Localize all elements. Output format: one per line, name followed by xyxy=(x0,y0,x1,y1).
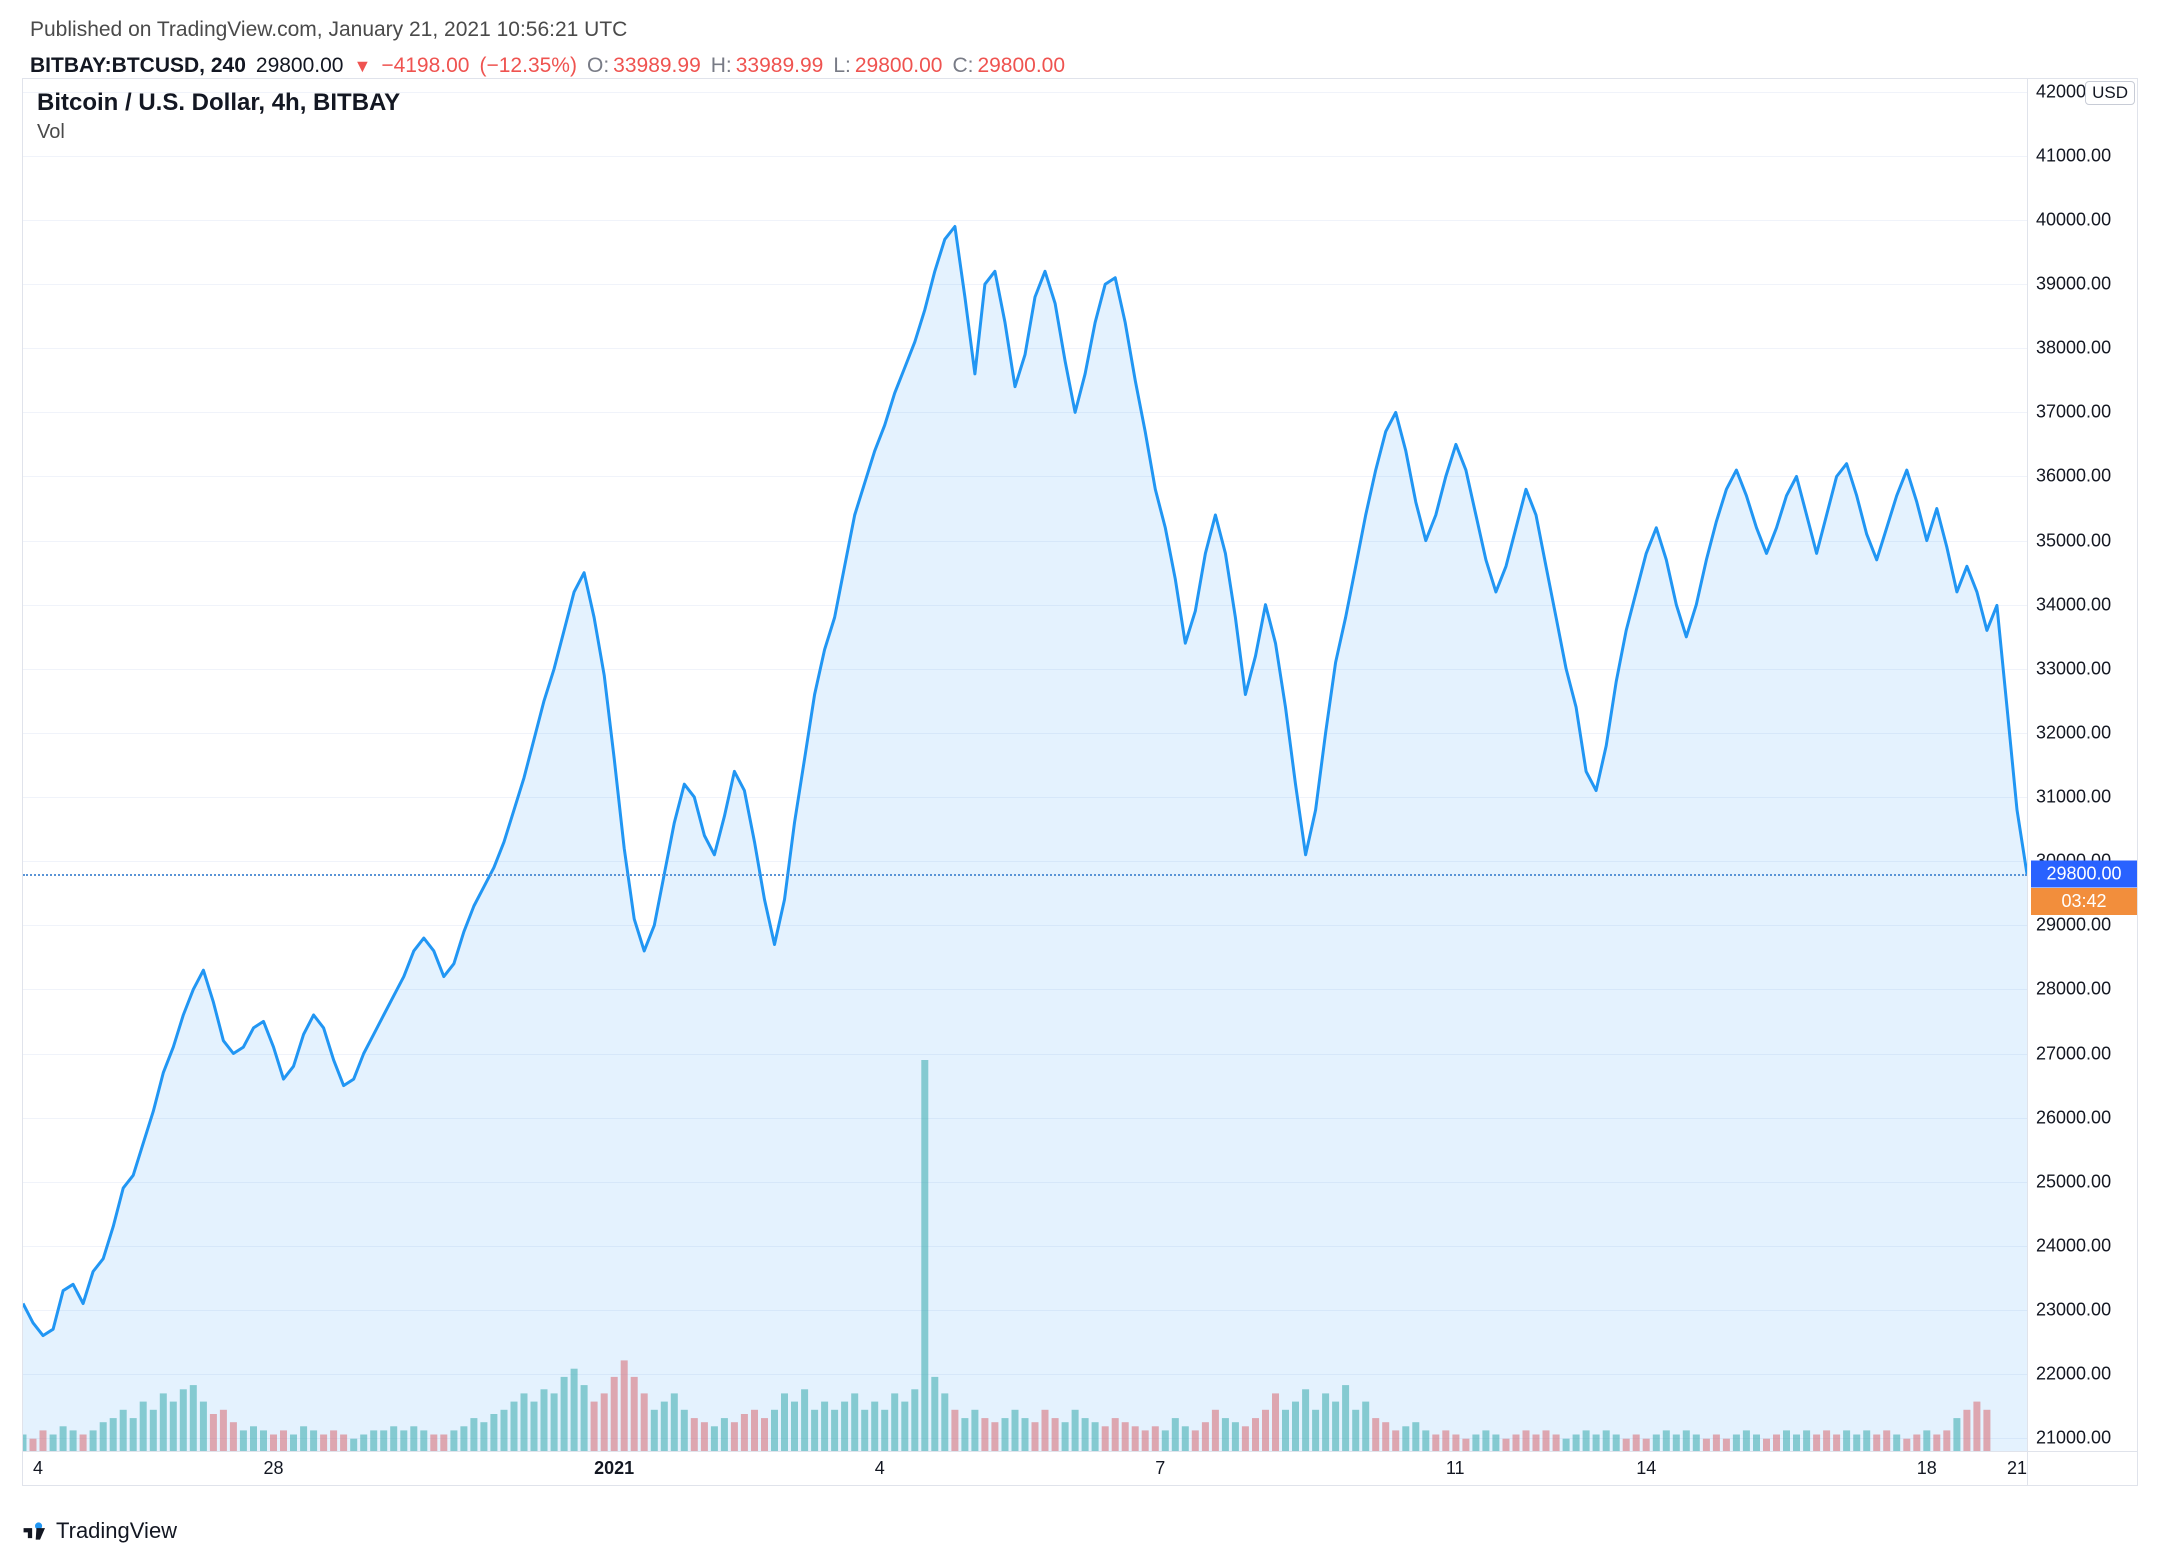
ohlc-c: 29800.00 xyxy=(977,54,1065,78)
chart-container[interactable]: Bitcoin / U.S. Dollar, 4h, BITBAY Vol 29… xyxy=(22,78,2138,1486)
change-value: −4198.00 xyxy=(381,54,469,78)
y-tick-label: 23000.00 xyxy=(2036,1299,2111,1320)
y-tick-label: 22000.00 xyxy=(2036,1364,2111,1385)
x-tick-label: 14 xyxy=(1636,1458,1656,1479)
y-axis[interactable]: USD 21000.00 22000.00 23000.00 24000.00 2500… xyxy=(2027,79,2137,1451)
last-price-line xyxy=(23,874,2027,876)
countdown-tag: 03:42 xyxy=(2031,888,2137,915)
plot-area[interactable]: Bitcoin / U.S. Dollar, 4h, BITBAY Vol 29… xyxy=(23,79,2027,1451)
x-tick-label: 28 xyxy=(263,1458,283,1479)
x-tick-label: 18 xyxy=(1917,1458,1937,1479)
currency-badge: USD xyxy=(2085,81,2135,105)
change-pct: (−12.35%) xyxy=(480,54,577,78)
tradingview-logo-icon xyxy=(22,1518,48,1544)
chart-title: Bitcoin / U.S. Dollar, 4h, BITBAY xyxy=(37,89,400,117)
y-tick-label: 32000.00 xyxy=(2036,722,2111,743)
y-tick-label: 21000.00 xyxy=(2036,1428,2111,1449)
y-tick-label: 34000.00 xyxy=(2036,594,2111,615)
y-tick-label: 29000.00 xyxy=(2036,915,2111,936)
ohlc-h-label: H: xyxy=(711,54,732,78)
footer-brand-text: TradingView xyxy=(56,1518,177,1544)
last-price-tag: 29800.00 xyxy=(2031,860,2137,887)
x-tick-label: 7 xyxy=(1155,1458,1165,1479)
footer-brand[interactable]: TradingView xyxy=(22,1518,177,1544)
volume-label: Vol xyxy=(37,121,65,144)
y-tick-label: 37000.00 xyxy=(2036,402,2111,423)
y-tick-label: 28000.00 xyxy=(2036,979,2111,1000)
x-tick-label: 4 xyxy=(875,1458,885,1479)
x-tick-label: 21 xyxy=(2007,1458,2027,1479)
y-tick-label: 35000.00 xyxy=(2036,530,2111,551)
y-tick-label: 41000.00 xyxy=(2036,145,2111,166)
x-axis[interactable]: 4 28 2021 4 7 11 14 18 21 xyxy=(23,1451,2027,1485)
y-tick-label: 40000.00 xyxy=(2036,210,2111,231)
price-line-chart xyxy=(23,79,2027,1451)
y-tick-label: 26000.00 xyxy=(2036,1107,2111,1128)
ohlc-h: 33989.99 xyxy=(736,54,824,78)
ohlc-o: 33989.99 xyxy=(613,54,701,78)
x-tick-label: 2021 xyxy=(594,1458,634,1479)
ticker-symbol: BITBAY:BTCUSD, 240 xyxy=(30,54,246,78)
down-arrow-icon: ▼ xyxy=(353,56,371,77)
y-tick-label: 27000.00 xyxy=(2036,1043,2111,1064)
x-tick-label: 11 xyxy=(1446,1458,1465,1479)
x-tick-label: 4 xyxy=(33,1458,43,1479)
last-price: 29800.00 xyxy=(256,54,344,78)
y-tick-label: 31000.00 xyxy=(2036,787,2111,808)
ohlc-c-label: C: xyxy=(952,54,973,78)
y-tick-label: 33000.00 xyxy=(2036,658,2111,679)
y-tick-label: 25000.00 xyxy=(2036,1171,2111,1192)
ohlc-l: 29800.00 xyxy=(855,54,943,78)
y-tick-label: 36000.00 xyxy=(2036,466,2111,487)
ohlc-l-label: L: xyxy=(833,54,851,78)
y-tick-label: 24000.00 xyxy=(2036,1235,2111,1256)
ohlc-o-label: O: xyxy=(587,54,609,78)
y-tick-label: 38000.00 xyxy=(2036,338,2111,359)
published-header: Published on TradingView.com, January 21… xyxy=(0,0,2160,50)
y-tick-label: 39000.00 xyxy=(2036,274,2111,295)
axis-corner xyxy=(2027,1451,2137,1485)
